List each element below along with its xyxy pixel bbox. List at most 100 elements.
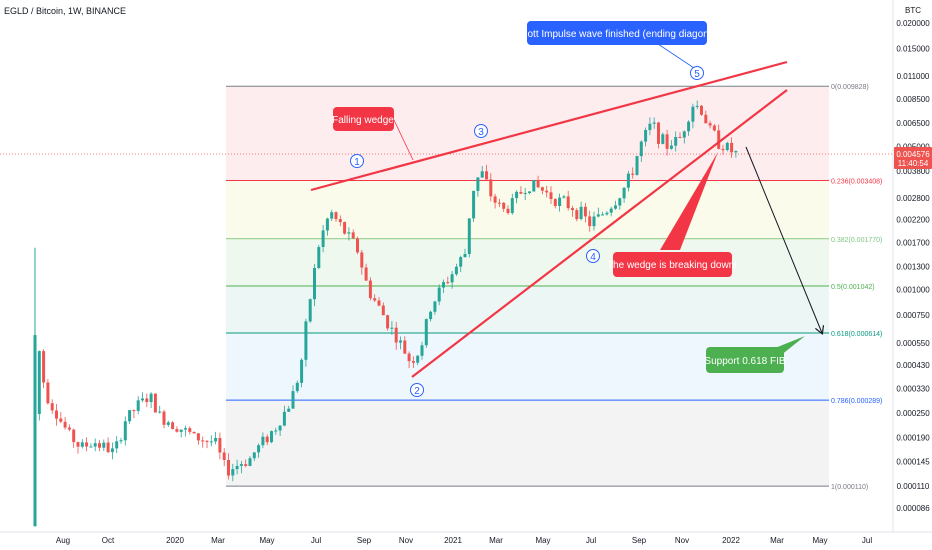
time-tick-12: Sep [632, 536, 647, 545]
candle-body-71 [338, 219, 342, 223]
trendlines[interactable] [310, 60, 788, 378]
candle-body-23 [132, 410, 136, 412]
projection-arrow [745, 146, 822, 333]
candle-body-42 [214, 438, 218, 442]
price-tick-20: 0.000086 [896, 504, 930, 513]
time-tick-1: Oct [102, 536, 115, 545]
candle-body-94 [437, 287, 441, 302]
candle-body-162 [730, 142, 734, 153]
candle-body-163 [734, 151, 738, 153]
current-price-value: 0.004576 [896, 150, 930, 159]
price-tick-6: 0.003800 [896, 167, 930, 176]
time-tick-2: 2020 [166, 536, 184, 545]
candle-body-31 [166, 422, 170, 425]
candle-body-43 [218, 438, 222, 453]
candle-body-153 [691, 106, 695, 122]
time-axis[interactable]: Aug Oct 2020 Mar May Jul Sep Nov 2021 Mar May Jul Se… [0, 531, 932, 545]
candle-body-41 [209, 441, 213, 443]
fib-label-2: 0.382(0.001770) [831, 237, 882, 244]
candle-body-117 [536, 180, 540, 188]
price-axis[interactable]: BTC 0.020000 0.015000 0.011000 0.008500 0.00… [892, 0, 932, 532]
candle-body-29 [158, 411, 162, 413]
breaking-callout-text: The wedge is breaking down! [607, 260, 737, 271]
time-tick-0: Aug [56, 536, 70, 545]
candle-body-85 [399, 340, 402, 343]
candle-body-142 [644, 130, 648, 142]
candle-body-22 [128, 410, 132, 422]
price-tick-19: 0.000110 [897, 482, 930, 491]
candle-body-5 [55, 410, 58, 419]
candle-body-152 [687, 121, 691, 132]
candle-body-148 [669, 145, 673, 149]
candle-body-28 [153, 393, 157, 413]
time-tick-14: 2022 [722, 536, 740, 545]
candle-body-65 [313, 268, 316, 300]
candle-body-138 [626, 173, 630, 188]
support-callout: Support 0.618 FIB [704, 347, 786, 373]
wave-4-text: 4 [590, 252, 596, 263]
candle-body-66 [317, 247, 321, 268]
time-tick-11: Jul [586, 536, 596, 545]
breaking-callout-pointer [660, 152, 718, 250]
candle-body-110 [506, 208, 510, 213]
candle-body-145 [657, 122, 660, 144]
time-tick-4: May [259, 536, 274, 545]
candle-body-37 [192, 432, 196, 434]
candle-body-39 [201, 440, 205, 442]
candle-body-10 [76, 442, 80, 447]
candle-body-80 [377, 300, 381, 306]
falling-wedge-upper-line[interactable] [310, 60, 788, 192]
candle-body-150 [678, 137, 682, 138]
candle-body-60 [291, 391, 295, 409]
candle-body-115 [528, 191, 531, 193]
candle-body-44 [222, 452, 226, 460]
candle-body-113 [519, 191, 523, 194]
price-tick-14: 0.000430 [896, 361, 930, 370]
candle-body-159 [717, 130, 721, 149]
candle-body-107 [493, 196, 497, 203]
candle-body-13 [89, 446, 93, 448]
candle-body-120 [549, 192, 553, 199]
time-tick-6: Sep [357, 536, 372, 545]
candle-body-124 [566, 196, 570, 209]
candle-body-102 [472, 190, 476, 219]
candle-body-105 [485, 171, 488, 180]
candle-body-34 [179, 429, 183, 432]
candle-spike-body [33, 335, 37, 527]
wave-2-text: 2 [414, 386, 420, 397]
fib-lines: 0(0.009828) 0.236(0.003408) 0.382(0.001770… [226, 84, 882, 491]
current-price-badge-bg [894, 147, 932, 169]
candle-body-2 [42, 351, 46, 383]
current-price-countdown: 11:40:54 [898, 159, 929, 168]
price-tick-13: 0.000550 [896, 339, 930, 348]
candle-body-64 [308, 299, 312, 322]
candle-body-48 [239, 464, 243, 466]
candle-body-81 [381, 305, 385, 316]
candle-body-88 [411, 361, 415, 363]
candle-body-149 [674, 137, 678, 146]
rising-wedge-lower-line[interactable] [411, 89, 788, 378]
candle-body-24 [136, 400, 140, 411]
candle-body-16 [102, 442, 106, 448]
candle-body-134 [609, 208, 613, 213]
candle-body-36 [188, 428, 192, 432]
time-tick-3: Mar [211, 536, 225, 545]
candle-body-140 [635, 156, 639, 175]
candle-body-57 [278, 425, 282, 431]
candle-body-136 [618, 198, 622, 206]
time-tick-15: Mar [770, 536, 784, 545]
fib-zone-0236-0382 [226, 181, 829, 240]
candle-body-21 [123, 421, 127, 441]
candle-body-55 [270, 431, 273, 443]
candle-body-129 [588, 216, 592, 227]
candle-body-127 [579, 206, 583, 219]
wave-2-circle [410, 383, 424, 397]
fib-label-3: 0.5(0.001042) [831, 284, 875, 291]
candle-body-54 [265, 436, 269, 443]
candle-body-6 [59, 418, 63, 422]
time-tick-9: Mar [489, 536, 503, 545]
price-tick-4: 0.006500 [896, 119, 930, 128]
price-axis-currency: BTC [905, 6, 921, 15]
elliott-callout: Elliott Impulse wave finished (ending di… [514, 21, 720, 45]
